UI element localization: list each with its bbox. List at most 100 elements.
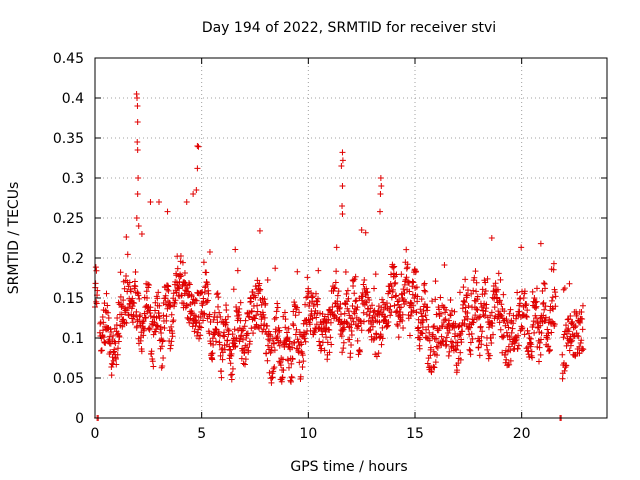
- data-point: [385, 319, 392, 326]
- data-point: [472, 268, 479, 275]
- data-point: [248, 307, 255, 314]
- data-point: [254, 308, 261, 315]
- data-point: [282, 324, 289, 331]
- data-point: [416, 345, 423, 352]
- data-point: [234, 267, 241, 274]
- data-point: [215, 328, 222, 335]
- data-point: [549, 294, 556, 301]
- data-point: [544, 326, 551, 333]
- data-point: [578, 337, 585, 344]
- data-point: [304, 274, 311, 281]
- data-point: [355, 323, 362, 330]
- data-point: [538, 329, 545, 336]
- data-point: [229, 365, 236, 372]
- data-point: [206, 249, 213, 256]
- data-point: [198, 289, 205, 296]
- data-point: [423, 316, 430, 323]
- data-point: [466, 346, 473, 353]
- data-point: [139, 324, 146, 331]
- data-point: [533, 314, 540, 321]
- data-point: [467, 339, 474, 346]
- data-point: [348, 332, 355, 339]
- data-point: [551, 286, 558, 293]
- data-point: [93, 267, 100, 274]
- data-point: [210, 316, 217, 323]
- data-point: [366, 296, 373, 303]
- data-point: [185, 292, 192, 299]
- data-point: [421, 301, 428, 308]
- data-point: [294, 336, 301, 343]
- data-point: [313, 314, 320, 321]
- data-point: [267, 331, 274, 338]
- data-point: [507, 347, 514, 354]
- data-point: [503, 356, 510, 363]
- data-point: [565, 325, 572, 332]
- data-point: [134, 289, 141, 296]
- data-point: [236, 338, 243, 345]
- data-point: [302, 317, 309, 324]
- data-point: [371, 307, 378, 314]
- data-point: [471, 274, 478, 281]
- data-point: [431, 323, 438, 330]
- data-point: [451, 308, 458, 315]
- data-point: [564, 316, 571, 323]
- data-point: [301, 335, 308, 342]
- data-point: [185, 280, 192, 287]
- data-point: [223, 306, 230, 313]
- data-point: [422, 312, 429, 319]
- data-point: [334, 292, 341, 299]
- data-point: [454, 367, 461, 374]
- data-point: [575, 333, 582, 340]
- data-point: [312, 290, 319, 297]
- data-point: [282, 316, 289, 323]
- data-point: [236, 305, 243, 312]
- data-point: [186, 319, 193, 326]
- data-point: [98, 347, 105, 354]
- data-point: [515, 332, 522, 339]
- data-point: [238, 355, 245, 362]
- data-point: [328, 341, 335, 348]
- data-point: [242, 317, 249, 324]
- data-point: [173, 279, 180, 286]
- data-point: [165, 287, 172, 294]
- data-point: [295, 338, 302, 345]
- data-point: [288, 360, 295, 367]
- data-point: [114, 314, 121, 321]
- data-point: [461, 316, 468, 323]
- data-point: [113, 321, 120, 328]
- data-point: [565, 328, 572, 335]
- data-point: [146, 324, 153, 331]
- data-point: [524, 307, 531, 314]
- data-point: [447, 311, 454, 318]
- data-point: [420, 317, 427, 324]
- data-point: [143, 288, 150, 295]
- data-point: [317, 342, 324, 349]
- data-point: [242, 356, 249, 363]
- data-point: [346, 312, 353, 319]
- data-point: [340, 345, 347, 352]
- data-point: [443, 306, 450, 313]
- data-point: [571, 324, 578, 331]
- data-point: [204, 299, 211, 306]
- data-point: [216, 341, 223, 348]
- data-point: [382, 314, 389, 321]
- y-tick-label: 0.05: [53, 371, 84, 387]
- data-point: [427, 344, 434, 351]
- data-point: [295, 347, 302, 354]
- data-point: [190, 191, 197, 197]
- data-point: [432, 359, 439, 366]
- data-point: [316, 338, 323, 345]
- data-point: [544, 336, 551, 343]
- data-point: [284, 334, 291, 341]
- data-point: [133, 308, 140, 315]
- data-point: [203, 269, 210, 276]
- data-point: [364, 289, 371, 296]
- data-point: [111, 346, 118, 353]
- data-point: [497, 311, 504, 318]
- data-point: [442, 316, 449, 323]
- data-point: [317, 310, 324, 317]
- data-point: [235, 311, 242, 318]
- data-point: [217, 352, 224, 359]
- data-point: [432, 278, 439, 285]
- data-point: [488, 340, 495, 347]
